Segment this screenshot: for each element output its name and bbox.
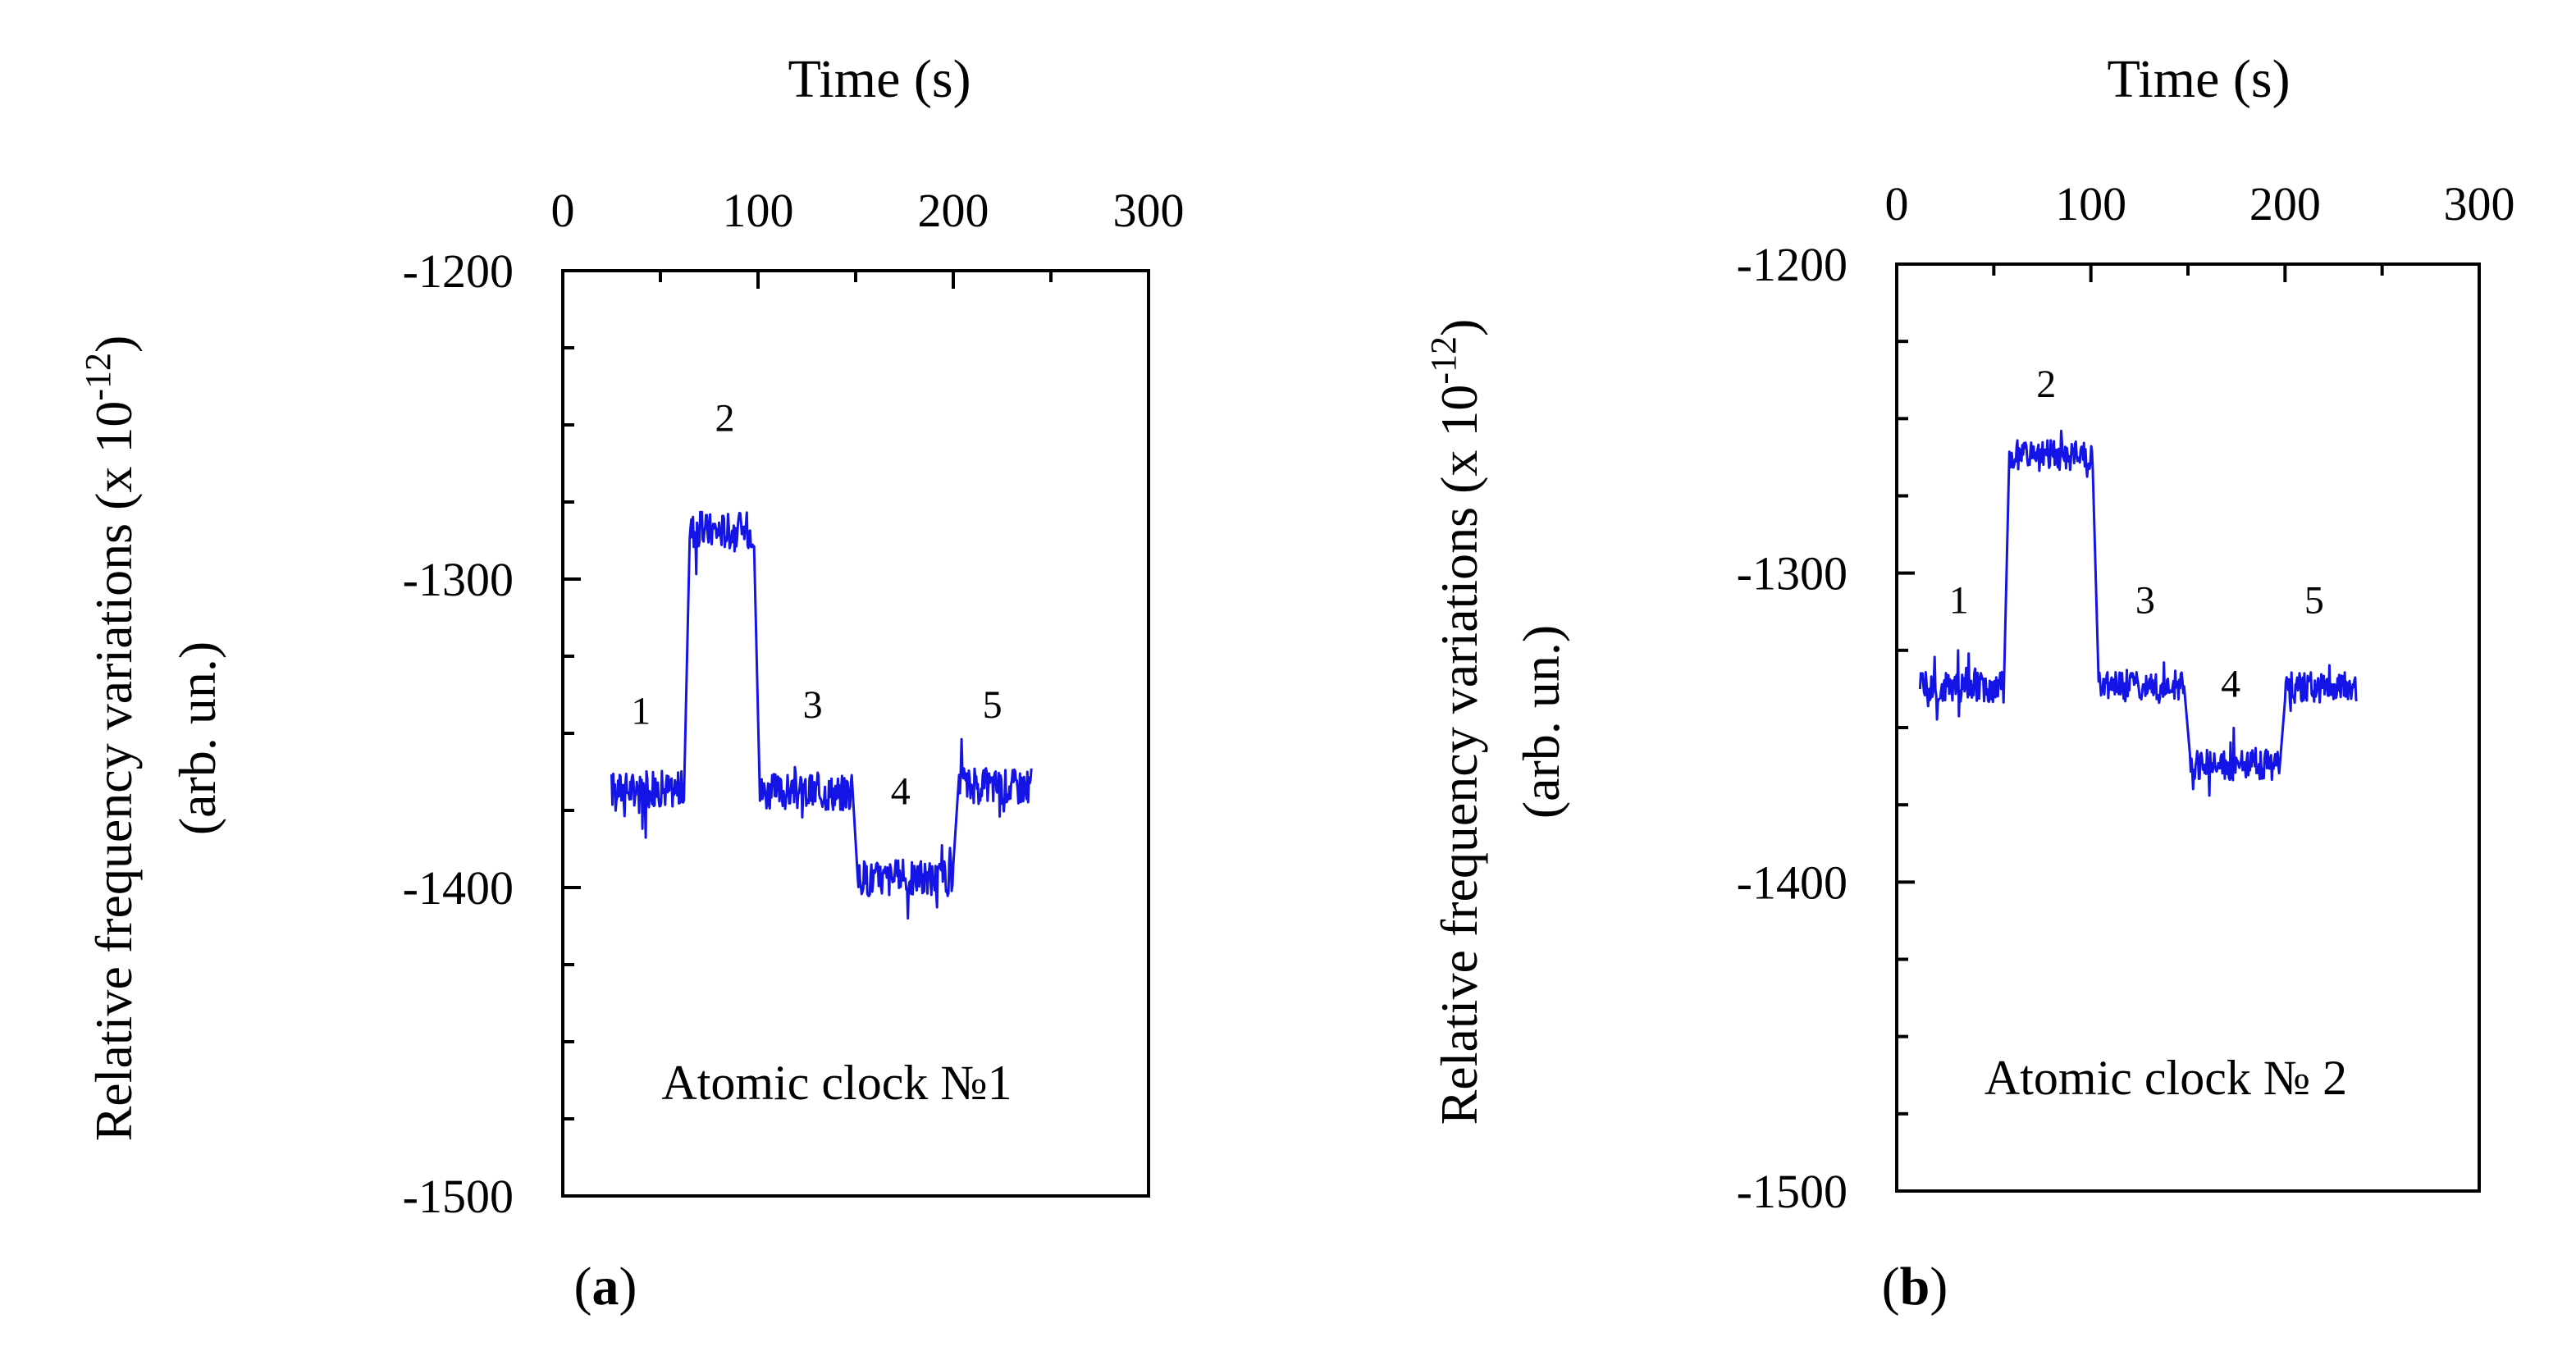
segment-label: 4 bbox=[2221, 662, 2240, 705]
segment-label: 3 bbox=[803, 683, 823, 727]
panel-caption: (b) bbox=[1882, 1257, 1948, 1317]
segment-labels: 1 2 3 4 5 bbox=[631, 397, 1002, 814]
y-axis-title-units: (arb. un.) bbox=[168, 641, 226, 835]
panel-label: a bbox=[592, 1257, 619, 1317]
panel-label: b bbox=[1900, 1257, 1930, 1317]
y-axis-title-main: Relative frequency variations (x 10 bbox=[84, 401, 143, 1142]
y-tick-label: -1300 bbox=[403, 553, 514, 606]
y-tick-label: -1500 bbox=[403, 1170, 514, 1223]
y-axis-title-exponent: -12 bbox=[1423, 336, 1464, 385]
x-tick-label: 200 bbox=[2249, 177, 2321, 230]
x-axis-ticks: 0 100 200 300 bbox=[1885, 177, 2515, 282]
y-tick-label: -1200 bbox=[403, 244, 514, 298]
segment-label: 4 bbox=[891, 769, 911, 813]
segment-label: 2 bbox=[2036, 363, 2056, 406]
frequency-trace bbox=[1918, 429, 2359, 797]
y-axis-title-exponent: -12 bbox=[78, 353, 118, 401]
segment-label: 3 bbox=[2135, 579, 2155, 623]
x-tick-label: 0 bbox=[1885, 177, 1909, 230]
x-axis-ticks: 0 100 200 300 bbox=[551, 184, 1185, 289]
y-tick-label: -1400 bbox=[403, 861, 514, 915]
segment-label: 1 bbox=[631, 690, 651, 733]
segment-label: 5 bbox=[2304, 579, 2324, 623]
clock-annotation: Atomic clock № 2 bbox=[1985, 1051, 2347, 1105]
segment-label: 1 bbox=[1949, 579, 1969, 623]
chart-panel-a: Time (s) Relative frequency variations (… bbox=[78, 49, 1185, 1317]
y-axis-title: Relative frequency variations (x 10-12) bbox=[78, 335, 143, 1142]
y-axis-title-main: Relative frequency variations (x 10 bbox=[1430, 385, 1488, 1125]
frequency-trace bbox=[610, 510, 1033, 920]
x-tick-label: 100 bbox=[723, 184, 794, 237]
y-tick-label: -1500 bbox=[1737, 1165, 1848, 1218]
x-tick-label: 100 bbox=[2055, 177, 2126, 230]
x-axis-title: Time (s) bbox=[2107, 49, 2290, 109]
segment-label: 2 bbox=[715, 397, 735, 440]
y-tick-label: -1300 bbox=[1737, 547, 1848, 600]
x-tick-label: 300 bbox=[1113, 184, 1185, 237]
clock-annotation: Atomic clock №1 bbox=[661, 1056, 1012, 1110]
y-tick-label: -1200 bbox=[1737, 238, 1848, 291]
y-axis-title: Relative frequency variations (x 10-12) bbox=[1423, 319, 1488, 1125]
panel-caption: (a) bbox=[574, 1257, 637, 1317]
y-axis-title-close: ) bbox=[84, 335, 143, 353]
x-tick-label: 200 bbox=[918, 184, 989, 237]
x-axis-title: Time (s) bbox=[788, 49, 971, 109]
y-tick-label: -1400 bbox=[1737, 856, 1848, 909]
y-axis-title-units: (arb. un.) bbox=[1512, 625, 1570, 819]
segment-labels: 1 2 3 4 5 bbox=[1949, 363, 2324, 705]
y-axis-ticks: -1200 -1300 -1400 -1500 bbox=[1737, 238, 1915, 1218]
x-tick-label: 300 bbox=[2444, 177, 2515, 230]
chart-panel-b: Time (s) Relative frequency variations (… bbox=[1423, 49, 2515, 1317]
y-axis-ticks: -1200 -1300 -1400 -1500 bbox=[403, 244, 581, 1223]
segment-label: 5 bbox=[983, 683, 1003, 727]
x-tick-label: 0 bbox=[551, 184, 575, 237]
y-axis-title-close: ) bbox=[1430, 319, 1488, 336]
